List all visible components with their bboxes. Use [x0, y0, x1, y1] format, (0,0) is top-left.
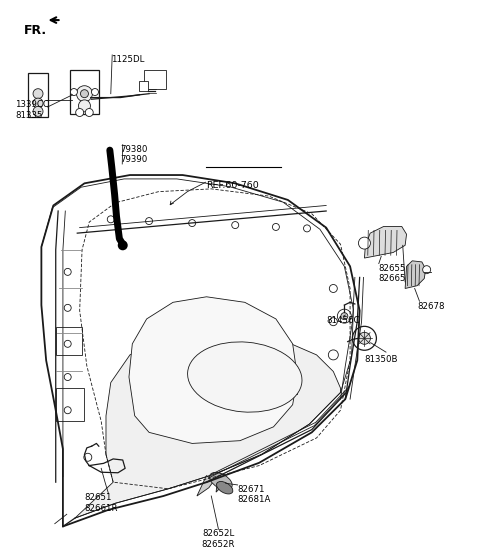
Text: 82655
82665: 82655 82665: [379, 264, 406, 283]
Circle shape: [341, 312, 348, 320]
Circle shape: [33, 98, 43, 108]
Polygon shape: [364, 226, 407, 258]
FancyBboxPatch shape: [140, 81, 148, 91]
Circle shape: [78, 100, 90, 112]
Circle shape: [84, 453, 92, 461]
Circle shape: [92, 89, 98, 95]
Text: 82652L
82652R: 82652L 82652R: [202, 529, 235, 548]
Circle shape: [71, 89, 77, 95]
Circle shape: [273, 224, 279, 230]
Text: 1125DL: 1125DL: [111, 55, 144, 64]
Circle shape: [303, 225, 311, 232]
Text: 82651
82661R: 82651 82661R: [84, 493, 118, 513]
Circle shape: [33, 89, 43, 99]
Circle shape: [81, 90, 88, 98]
Circle shape: [232, 221, 239, 229]
Text: 79380
79390: 79380 79390: [120, 145, 148, 164]
Ellipse shape: [209, 472, 232, 490]
Ellipse shape: [188, 342, 302, 412]
Text: FR.: FR.: [24, 24, 47, 37]
Circle shape: [64, 340, 71, 347]
Circle shape: [329, 317, 337, 326]
Polygon shape: [75, 333, 340, 518]
Text: 82678: 82678: [417, 302, 444, 311]
FancyBboxPatch shape: [28, 73, 48, 117]
Text: REF.60-760: REF.60-760: [206, 180, 259, 190]
FancyBboxPatch shape: [70, 70, 99, 114]
FancyBboxPatch shape: [56, 327, 82, 355]
Circle shape: [76, 85, 93, 102]
Circle shape: [145, 218, 153, 225]
Circle shape: [118, 240, 128, 250]
Circle shape: [423, 266, 431, 274]
Text: 81456C: 81456C: [326, 316, 360, 325]
Circle shape: [76, 109, 84, 117]
Circle shape: [359, 237, 371, 249]
Circle shape: [64, 304, 71, 311]
Text: 1339CC
81335: 1339CC 81335: [15, 100, 49, 120]
Circle shape: [85, 109, 93, 117]
Circle shape: [33, 107, 43, 117]
Polygon shape: [216, 472, 227, 492]
Circle shape: [64, 269, 71, 275]
Circle shape: [189, 220, 196, 226]
Circle shape: [352, 326, 376, 350]
Text: 81350B: 81350B: [364, 355, 398, 364]
Polygon shape: [129, 297, 298, 443]
Polygon shape: [197, 476, 214, 496]
Circle shape: [337, 309, 351, 323]
Circle shape: [329, 285, 337, 292]
Text: 82671
82681A: 82671 82681A: [238, 485, 271, 504]
FancyBboxPatch shape: [144, 70, 166, 89]
Circle shape: [64, 374, 71, 381]
Ellipse shape: [216, 482, 233, 494]
FancyBboxPatch shape: [56, 388, 84, 421]
Circle shape: [328, 350, 338, 360]
Circle shape: [64, 407, 71, 413]
Circle shape: [108, 216, 114, 223]
FancyBboxPatch shape: [271, 366, 298, 393]
Circle shape: [359, 332, 371, 344]
Polygon shape: [405, 261, 426, 289]
